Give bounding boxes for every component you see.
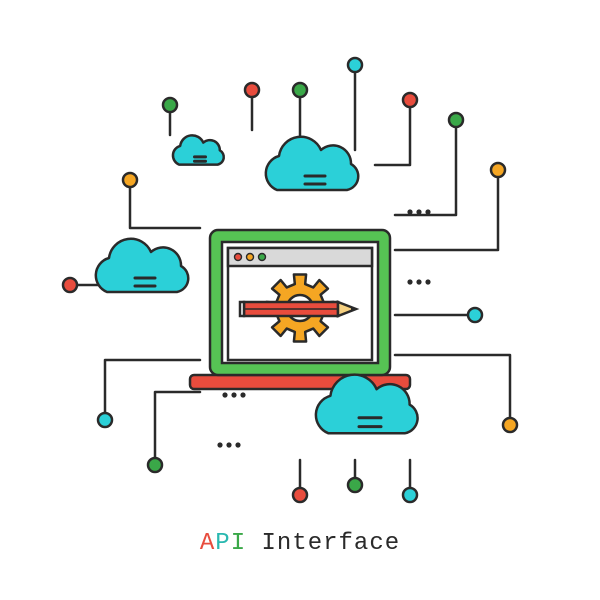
node-dot-icon bbox=[491, 163, 505, 177]
node-dot-icon bbox=[148, 458, 162, 472]
cloud-icon bbox=[173, 135, 224, 164]
ellipsis-dot bbox=[407, 279, 412, 284]
node-dot-icon bbox=[348, 58, 362, 72]
diagram-title: API Interface bbox=[0, 530, 600, 557]
ellipsis-dot bbox=[425, 209, 430, 214]
ellipsis-dot bbox=[231, 392, 236, 397]
ellipsis-dot bbox=[407, 209, 412, 214]
window-dot-icon bbox=[259, 254, 266, 261]
cloud-icon bbox=[266, 137, 358, 190]
ellipsis-dot bbox=[416, 209, 421, 214]
laptop-icon bbox=[190, 230, 410, 389]
connector-line bbox=[155, 392, 200, 460]
ellipsis-dot bbox=[222, 392, 227, 397]
ellipsis-dot bbox=[235, 442, 240, 447]
node-dot-icon bbox=[163, 98, 177, 112]
node-dot-icon bbox=[348, 478, 362, 492]
connector-line bbox=[130, 185, 200, 228]
node-dot-icon bbox=[293, 83, 307, 97]
node-dot-icon bbox=[123, 173, 137, 187]
title-rest: Interface bbox=[246, 530, 400, 557]
window-dot-icon bbox=[235, 254, 242, 261]
node-dot-icon bbox=[403, 93, 417, 107]
node-dot-icon bbox=[449, 113, 463, 127]
ellipsis-dot bbox=[425, 279, 430, 284]
node-dot-icon bbox=[293, 488, 307, 502]
pencil-icon bbox=[240, 302, 356, 316]
connector-line bbox=[395, 125, 456, 215]
node-dot-icon bbox=[403, 488, 417, 502]
node-dot-icon bbox=[245, 83, 259, 97]
node-dot-icon bbox=[63, 278, 77, 292]
connector-line bbox=[105, 360, 200, 415]
node-dot-icon bbox=[98, 413, 112, 427]
title-char-a: A bbox=[200, 530, 215, 557]
node-dot-icon bbox=[503, 418, 517, 432]
connector-line bbox=[375, 105, 410, 165]
ellipsis-dot bbox=[217, 442, 222, 447]
window-dot-icon bbox=[247, 254, 254, 261]
ellipsis-dot bbox=[416, 279, 421, 284]
title-char-p: P bbox=[215, 530, 230, 557]
title-char-i: I bbox=[231, 530, 246, 557]
cloud-icon bbox=[96, 239, 188, 292]
diagram-svg bbox=[0, 0, 600, 600]
ellipsis-dot bbox=[226, 442, 231, 447]
ellipsis-dot bbox=[240, 392, 245, 397]
node-dot-icon bbox=[468, 308, 482, 322]
api-interface-infographic: API Interface bbox=[0, 0, 600, 600]
